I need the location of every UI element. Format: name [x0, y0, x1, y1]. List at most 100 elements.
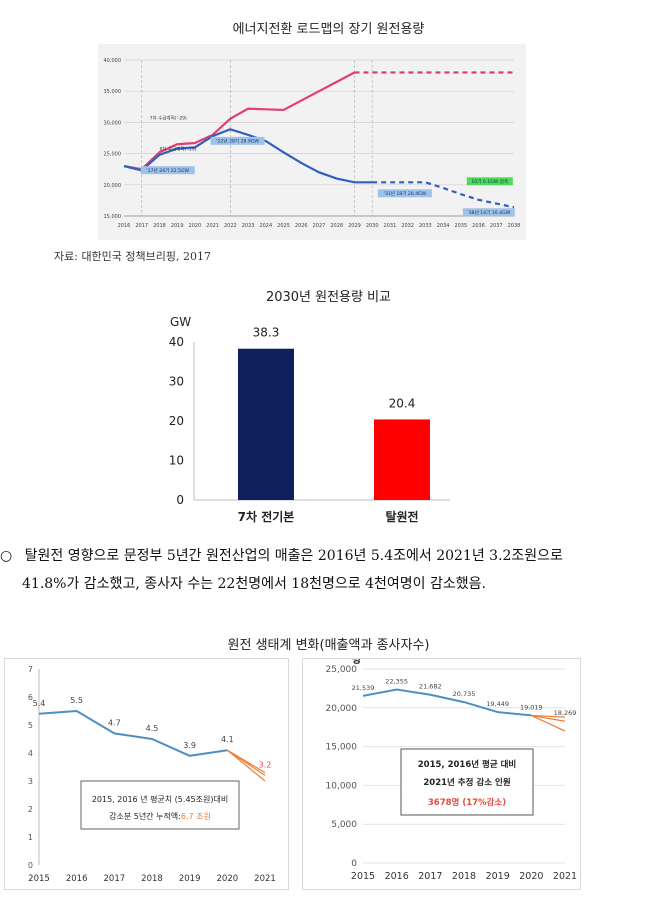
chart2-bar-0 — [238, 348, 294, 500]
chart4-x-tick: 2017 — [418, 871, 442, 882]
chart4-point-label: 19,019 — [520, 703, 543, 711]
chart1-title: 에너지전환 로드맵의 장기 원전용량 — [232, 22, 425, 37]
chart1-x-tick: 2036 — [472, 223, 485, 229]
chart1-x-tick: 2031 — [384, 223, 397, 229]
chart4-x-tick: 2018 — [452, 871, 476, 882]
chart2-y-tick: 10 — [169, 454, 184, 468]
chart3-y-tick: 0 — [28, 861, 33, 870]
chart4-point-label: 22,355 — [385, 678, 408, 686]
chart1-y-tick: 25,000 — [104, 152, 122, 158]
chart1-x-tick: 2032 — [401, 223, 414, 229]
chart3-y-tick: 5 — [28, 721, 33, 730]
chart1-y-tick: 30,000 — [104, 120, 122, 126]
chart3-x-tick: 2016 — [66, 874, 88, 884]
chart2-y-tick: 30 — [169, 375, 184, 389]
chart1-annotation-label: 10기 6.1GW 감축 — [471, 178, 508, 185]
bullet-paragraph-line2: 41.8%가 감소했고, 종사자 수는 22천명에서 18천명으로 4천여명이 … — [22, 576, 486, 592]
chart2-bar-1 — [374, 419, 430, 500]
chart4-frame: 0 5,000 10,000 15,000 20,000 25,000 2015 2016 20… — [302, 653, 581, 890]
chart3-series-line — [38, 709, 228, 757]
chart1-x-tick: 2017 — [135, 223, 148, 229]
chart3-x-tick: 2018 — [141, 874, 163, 884]
chart1-source: 자료: 대한민국 정책브리핑, 2017 — [54, 250, 212, 263]
chart1-x-tick: 2028 — [330, 223, 343, 229]
chart3-projection-line-1 — [226, 749, 266, 782]
chart4-x-tick: 2019 — [486, 871, 510, 882]
chart1-annotation-box — [377, 189, 432, 198]
chart4-projection-line-1 — [531, 714, 566, 732]
chart2-category-label: 7차 전기본 — [238, 509, 295, 524]
chart1-x-tick: 2024 — [259, 223, 272, 229]
chart3-y-tick: 4 — [28, 749, 33, 758]
chart1-annotation-label: '38년 14기 16.4GW — [467, 209, 510, 216]
chart4-y-tick: 5,000 — [331, 820, 357, 830]
chart4-x-tick: 2020 — [519, 871, 543, 882]
chart3-box-line2-prefix: 감소분 5년간 누적액: — [109, 811, 181, 821]
chart3-y-tick: 1 — [28, 833, 33, 842]
chart4-projection-line-0 — [531, 714, 566, 722]
chart4-point-label: 21,682 — [419, 683, 442, 691]
chart1-x-tick: 2022 — [224, 223, 237, 229]
chart1-annotation-box — [462, 208, 515, 217]
chart3-point-label: 5.4 — [33, 699, 46, 708]
chart3-point-label: 4.7 — [108, 718, 121, 727]
chart3-x-tick: 2020 — [217, 874, 239, 884]
chart2-title: 2030년 원전용량 비교 — [265, 290, 392, 305]
chart3-info-box — [80, 780, 240, 830]
chart4-box-line2: 2021년 추정 감소 인원 — [423, 777, 510, 788]
chart4-y-tick: 15,000 — [326, 743, 358, 753]
chart2-category-label: 탈원전 — [385, 509, 418, 524]
chart3-box-line1: 2015, 2016 년 평균치 (5.45조원)대비 — [92, 794, 228, 804]
chart1-annotation-box — [466, 177, 513, 186]
chart1-x-tick: 2034 — [437, 223, 450, 229]
chart4-series-line — [362, 688, 532, 717]
chart1-series-0-line — [123, 71, 355, 171]
chart2-y-tick: 20 — [169, 414, 184, 428]
chart1-x-tick: 2016 — [118, 223, 131, 229]
chart4-x-tick: 2021 — [553, 871, 577, 882]
chart1-x-tick: 2027 — [313, 223, 326, 229]
chart1-x-tick: 2020 — [189, 223, 202, 229]
chart3-y-tick: 2 — [28, 805, 33, 814]
chart1-series-1-dashed — [372, 181, 515, 209]
chart1-x-tick: 2021 — [206, 223, 219, 229]
chart4-y-unit: 명 — [352, 659, 361, 666]
chart1-x-tick: 2019 — [171, 223, 184, 229]
bullet-paragraph-line1: ○ 탈원전 영향으로 문정부 5년간 원전산업의 매출은 2016년 5.4조에… — [0, 545, 563, 565]
chart3-x-tick: 2015 — [28, 874, 50, 884]
chart3-box-line2: 감소분 5년간 누적액:6.7 조원 — [109, 811, 211, 821]
chart1-x-tick: 2025 — [277, 223, 290, 229]
chart3-point-label: 4.5 — [146, 724, 159, 733]
chart3-point-label: 3.9 — [183, 741, 196, 750]
chart4-y-tick: 0 — [351, 859, 357, 869]
chart4-box-line3: 3678명 (17%감소) — [428, 797, 506, 808]
chart1-y-tick: 35,000 — [104, 89, 122, 95]
chart1-annotation-label: '17년 24기 22.5GW — [146, 167, 189, 174]
chart2-svg: GW 0 10 20 30 40 38.3 7차 전기본 20.4 탈원전 — [169, 315, 450, 524]
chart1-annotation-label: '22년 28기 28.9GW — [216, 138, 259, 145]
chart1-y-tick: 20,000 — [104, 183, 122, 189]
chart2-y-unit: GW — [170, 315, 191, 329]
chart4-point-label: 19,449 — [486, 700, 509, 708]
chart4-point-label: 21,539 — [352, 684, 375, 692]
chart4-x-tick: 2016 — [385, 871, 409, 882]
chart4-x-tick: 2015 — [351, 871, 375, 882]
chart3-point-label: 3.2 — [259, 760, 272, 769]
chart1-y-tick: 40,000 — [104, 58, 122, 64]
section-title: 원전 생태계 변화(매출액과 종사자수) — [227, 638, 430, 653]
chart3-x-tick: 2021 — [254, 874, 276, 884]
chart4-point-label: 20,735 — [453, 690, 476, 698]
chart4-svg: 0 5,000 10,000 15,000 20,000 25,000 2015 2016 20… — [326, 653, 578, 882]
chart1-frame: 15,000 20,000 25,000 30,000 35,000 40,000 2016… — [98, 44, 526, 240]
chart3-point-label: 5.5 — [70, 696, 83, 705]
chart1-x-tick: 2037 — [490, 223, 503, 229]
bullet-text-1: 탈원전 영향으로 문정부 5년간 원전산업의 매출은 2016년 5.4조에서 … — [24, 548, 563, 564]
chart4-projection-line-2 — [531, 714, 566, 718]
chart3-frame: 0 1 2 3 4 5 6 7 2015 2016 2017 2018 2019 2020 2021 5.4 5… — [4, 658, 289, 890]
chart1-x-tick: 2026 — [295, 223, 308, 229]
chart4-y-tick: 10,000 — [326, 781, 358, 791]
chart1-annotation-label: '31년 18기 20.4GW — [384, 190, 427, 197]
chart1-svg: 15,000 20,000 25,000 30,000 35,000 40,000 2016… — [104, 58, 521, 229]
chart1-x-tick: 2033 — [419, 223, 432, 229]
chart3-point-label: 4.1 — [221, 735, 234, 744]
